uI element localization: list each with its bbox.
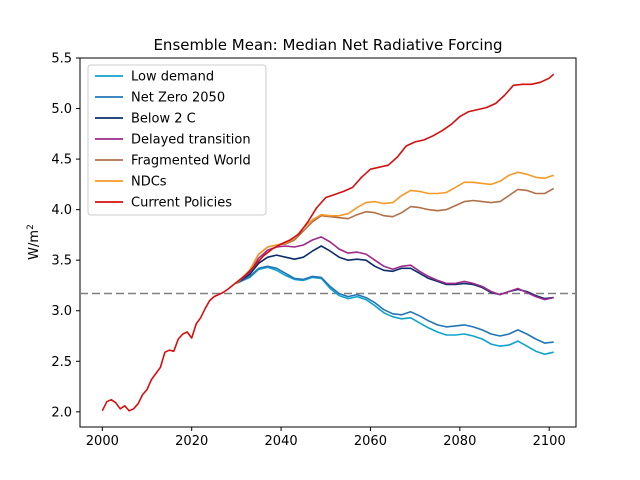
x-tick-label: 2000 xyxy=(86,434,119,449)
legend: Low demand Net Zero 2050 Below 2 C Delayed … xyxy=(87,64,267,216)
x-tick-label: 2080 xyxy=(443,434,476,449)
series-line-net-zero-2050 xyxy=(236,265,554,344)
x-tick-label: 2100 xyxy=(533,434,566,449)
y-tick-label: 2.5 xyxy=(51,355,72,370)
y-tick-label: 4.5 xyxy=(51,153,72,168)
y-tick-label: 4.0 xyxy=(51,203,72,218)
y-tick-label: 5.0 xyxy=(51,102,72,117)
series-line-fragmented-world xyxy=(235,187,555,284)
series-layer xyxy=(101,73,555,412)
y-axis: 2.0 2.5 3.0 3.5 4.0 4.5 5.0 5.5 xyxy=(51,52,80,420)
chart-title: Ensemble Mean: Median Net Radiative Forc… xyxy=(153,36,502,54)
x-tick-label: 2020 xyxy=(175,434,208,449)
legend-label-below-2-c: Below 2 C xyxy=(131,112,196,127)
legend-label-net-zero-2050: Net Zero 2050 xyxy=(131,91,225,106)
series-line-delayed-transition xyxy=(235,236,554,301)
y-tick-label: 3.5 xyxy=(51,254,72,269)
legend-label-low-demand: Low demand xyxy=(131,70,214,85)
x-tick-label: 2040 xyxy=(265,434,298,449)
y-tick-label: 5.5 xyxy=(51,52,72,67)
x-tick-label: 2060 xyxy=(354,434,387,449)
y-tick-label: 3.0 xyxy=(51,304,72,319)
legend-label-current-policies: Current Policies xyxy=(131,196,232,211)
series-line-current-policies xyxy=(101,73,555,412)
legend-label-ndcs: NDCs xyxy=(131,175,167,190)
y-axis-label: W/m2 xyxy=(26,224,42,260)
legend-label-delayed-transition: Delayed transition xyxy=(131,133,251,148)
plot-frame xyxy=(79,57,577,428)
plot-area xyxy=(79,57,577,428)
legend-label-fragmented-world: Fragmented World xyxy=(131,154,251,169)
series-line-low-demand xyxy=(236,266,554,356)
y-tick-label: 2.0 xyxy=(51,405,72,420)
x-axis: 2000 2020 2040 2060 2080 2100 xyxy=(86,427,566,449)
legend-box xyxy=(87,64,267,216)
